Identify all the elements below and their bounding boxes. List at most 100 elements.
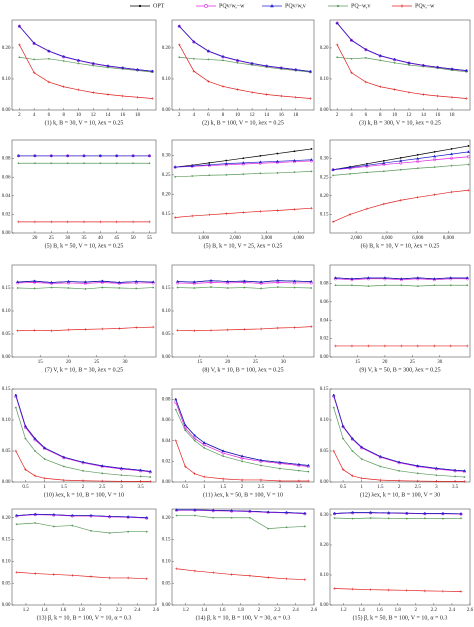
marker — [243, 286, 246, 289]
marker — [62, 85, 65, 89]
marker — [450, 148, 453, 150]
series-line — [176, 568, 305, 581]
marker — [193, 569, 197, 573]
marker — [293, 279, 297, 283]
x-tick-label: 12 — [406, 113, 412, 118]
marker — [351, 517, 354, 520]
marker — [433, 166, 436, 169]
plot-frame — [171, 139, 315, 234]
marker — [117, 280, 121, 284]
marker — [259, 458, 263, 462]
y-tick-label: 0.05 — [2, 449, 11, 454]
x-tick-label: 10 — [392, 113, 398, 118]
marker — [207, 58, 210, 61]
y-tick-label: 0.25 — [162, 173, 171, 178]
x-tick-label: 3 — [279, 485, 282, 490]
y-tick-label: 0.00 — [162, 480, 171, 485]
marker — [460, 517, 462, 520]
y-tick-label: 0.06 — [2, 175, 11, 180]
marker — [147, 154, 151, 157]
y-tick-label: 0.04 — [2, 194, 11, 199]
y-tick-label: 0.08 — [162, 397, 171, 402]
marker — [148, 469, 152, 473]
legend-label: PQ−w,v — [351, 3, 371, 9]
marker — [132, 162, 134, 165]
x-tick-label: 2 — [82, 485, 85, 490]
marker — [378, 54, 382, 57]
y-tick-label: 0.10 — [320, 77, 329, 82]
marker — [454, 475, 456, 478]
series-line — [336, 44, 467, 99]
series-line — [175, 399, 309, 466]
marker — [81, 479, 85, 483]
marker — [209, 329, 213, 332]
marker — [382, 159, 385, 162]
y-tick-label: 0.10 — [2, 77, 11, 82]
marker — [242, 279, 246, 283]
marker — [393, 57, 397, 61]
marker — [47, 80, 51, 84]
marker — [259, 327, 263, 331]
y-tick-label: 0.10 — [162, 77, 171, 82]
x-tick-label: 2.6 — [467, 608, 474, 613]
marker — [436, 65, 440, 69]
marker — [43, 476, 46, 480]
marker — [226, 328, 229, 332]
x-tick-label: 2 — [336, 113, 339, 118]
caption: (1) k, B = 30, V = 10, λex = 0.25 — [45, 119, 124, 126]
marker — [134, 326, 138, 329]
marker — [383, 344, 387, 348]
y-tick-label: 0.30 — [320, 513, 329, 518]
marker — [108, 532, 111, 534]
series-line — [179, 25, 311, 72]
marker — [285, 510, 289, 514]
marker — [294, 95, 298, 99]
marker — [275, 159, 279, 163]
marker — [364, 80, 368, 84]
marker — [367, 344, 370, 348]
marker — [152, 286, 155, 289]
marker — [127, 530, 130, 533]
y-tick-label: 0.10 — [320, 573, 329, 578]
series-line — [334, 512, 461, 515]
marker — [341, 468, 345, 471]
x-tick-label: 1.5 — [220, 485, 227, 490]
marker — [192, 280, 196, 284]
marker — [62, 455, 66, 459]
marker — [466, 150, 470, 153]
x-tick-label: 10 — [76, 113, 82, 118]
marker — [407, 91, 411, 94]
marker — [294, 68, 298, 71]
marker — [433, 158, 437, 162]
marker — [174, 439, 178, 442]
marker — [62, 55, 66, 58]
marker — [351, 511, 355, 514]
marker — [416, 472, 419, 475]
y-tick-label: 0.10 — [162, 560, 171, 565]
marker — [332, 393, 336, 397]
marker — [331, 220, 335, 224]
marker — [276, 152, 279, 155]
x-tick-label: 25 — [410, 360, 416, 365]
marker — [139, 468, 143, 472]
marker — [183, 423, 187, 427]
y-tick-label: 0.20 — [2, 46, 11, 51]
marker — [148, 220, 151, 224]
marker — [416, 276, 420, 279]
marker — [466, 155, 471, 159]
marker — [33, 512, 37, 516]
marker — [342, 437, 344, 440]
marker — [175, 567, 178, 571]
plot-frame — [11, 19, 157, 111]
marker — [365, 163, 369, 167]
marker — [50, 162, 53, 165]
marker — [285, 526, 288, 529]
marker — [367, 285, 370, 288]
x-tick-label: 25 — [94, 360, 100, 365]
y-tick-label: 0.20 — [320, 46, 329, 51]
marker — [243, 328, 246, 331]
marker — [310, 206, 313, 210]
y-tick-label: 0.00 — [320, 355, 329, 360]
marker — [211, 508, 215, 512]
marker — [98, 154, 102, 157]
